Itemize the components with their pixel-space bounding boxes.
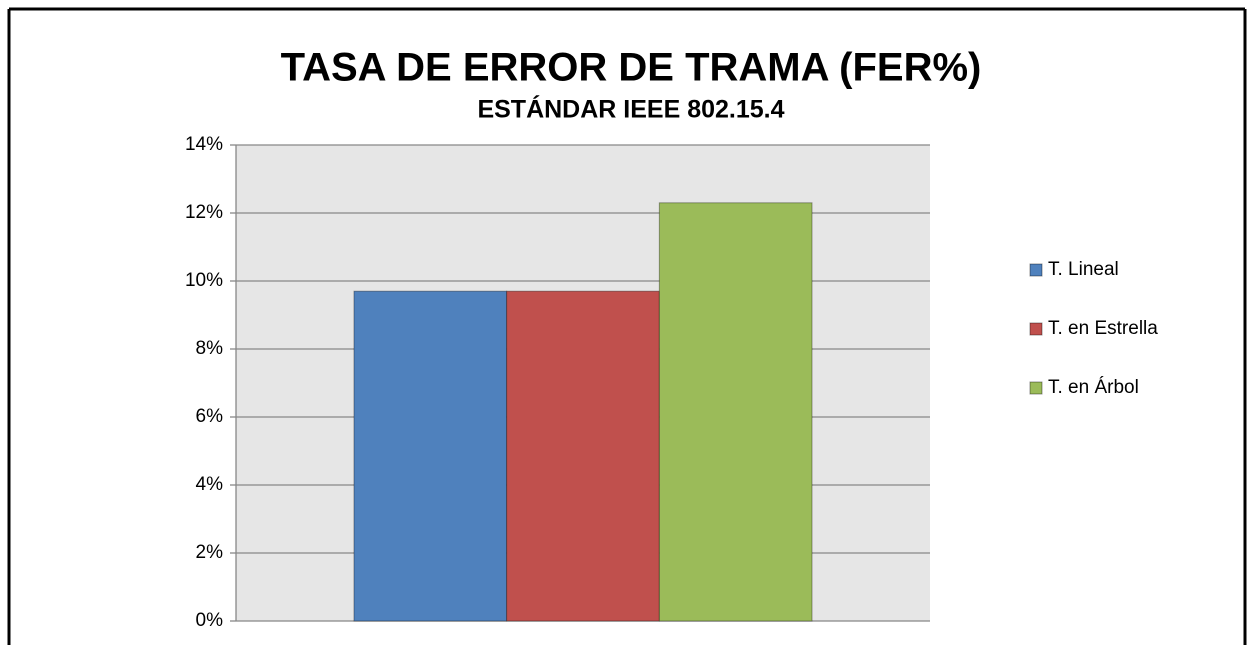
bar [658, 202, 813, 622]
bar [506, 290, 660, 622]
bar [353, 290, 508, 622]
legend-swatch [1029, 322, 1043, 336]
y-tick-label: 10% [185, 270, 223, 291]
y-tick-label: 14% [185, 134, 223, 155]
y-tick-label: 6% [196, 406, 224, 427]
legend-swatch [1029, 263, 1043, 277]
legend-label: T. Lineal [1048, 259, 1119, 280]
y-tick-label: 8% [196, 338, 224, 359]
legend-label: T. en Estrella [1048, 318, 1158, 339]
legend-swatch [1029, 381, 1043, 395]
y-tick-label: 0% [196, 610, 224, 631]
chart-subtitle: ESTÁNDAR IEEE 802.15.4 [477, 95, 784, 124]
legend-label: T. en Árbol [1048, 377, 1139, 398]
y-tick-label: 2% [196, 542, 224, 563]
y-tick-label: 12% [185, 202, 223, 223]
y-tick-label: 4% [196, 474, 224, 495]
chart-title: TASA DE ERROR DE TRAMA (FER%) [281, 46, 982, 90]
